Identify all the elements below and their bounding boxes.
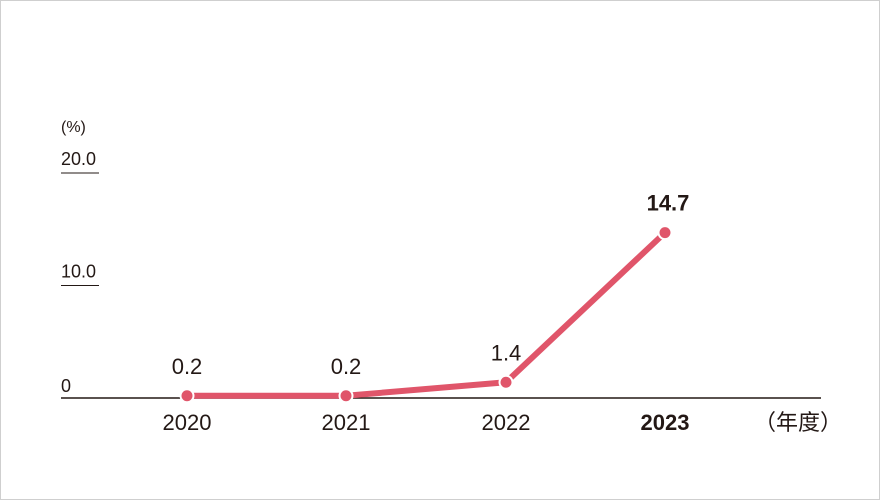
data-label-2022: 1.4 <box>491 340 522 365</box>
y-tick-label-2: 0 <box>61 376 71 396</box>
x-tick-label-2020: 2020 <box>163 410 212 435</box>
data-point-2022 <box>498 374 514 390</box>
data-label-2021: 0.2 <box>331 354 362 379</box>
data-label-2023: 14.7 <box>647 191 690 216</box>
x-tick-label-2023: 2023 <box>641 410 690 435</box>
y-tick-label-0: 20.0 <box>61 149 96 169</box>
y-tick-label-1: 10.0 <box>61 262 96 282</box>
x-tick-label-2021: 2021 <box>322 410 371 435</box>
series-line <box>184 229 668 399</box>
y-axis-ticks: 20.0 10.0 0 <box>61 149 99 396</box>
data-point-2020 <box>179 388 195 404</box>
x-tick-label-2022: 2022 <box>482 410 531 435</box>
y-unit-label: (%) <box>61 119 86 136</box>
x-axis-labels: 2020 2021 2022 2023 <box>163 410 690 435</box>
x-unit-label: （年度） <box>754 410 842 435</box>
data-label-2020: 0.2 <box>172 354 203 379</box>
series-layer: 0.2 0.2 1.4 14.7 <box>172 191 690 404</box>
data-point-2023 <box>657 225 673 241</box>
data-point-2021 <box>338 388 354 404</box>
